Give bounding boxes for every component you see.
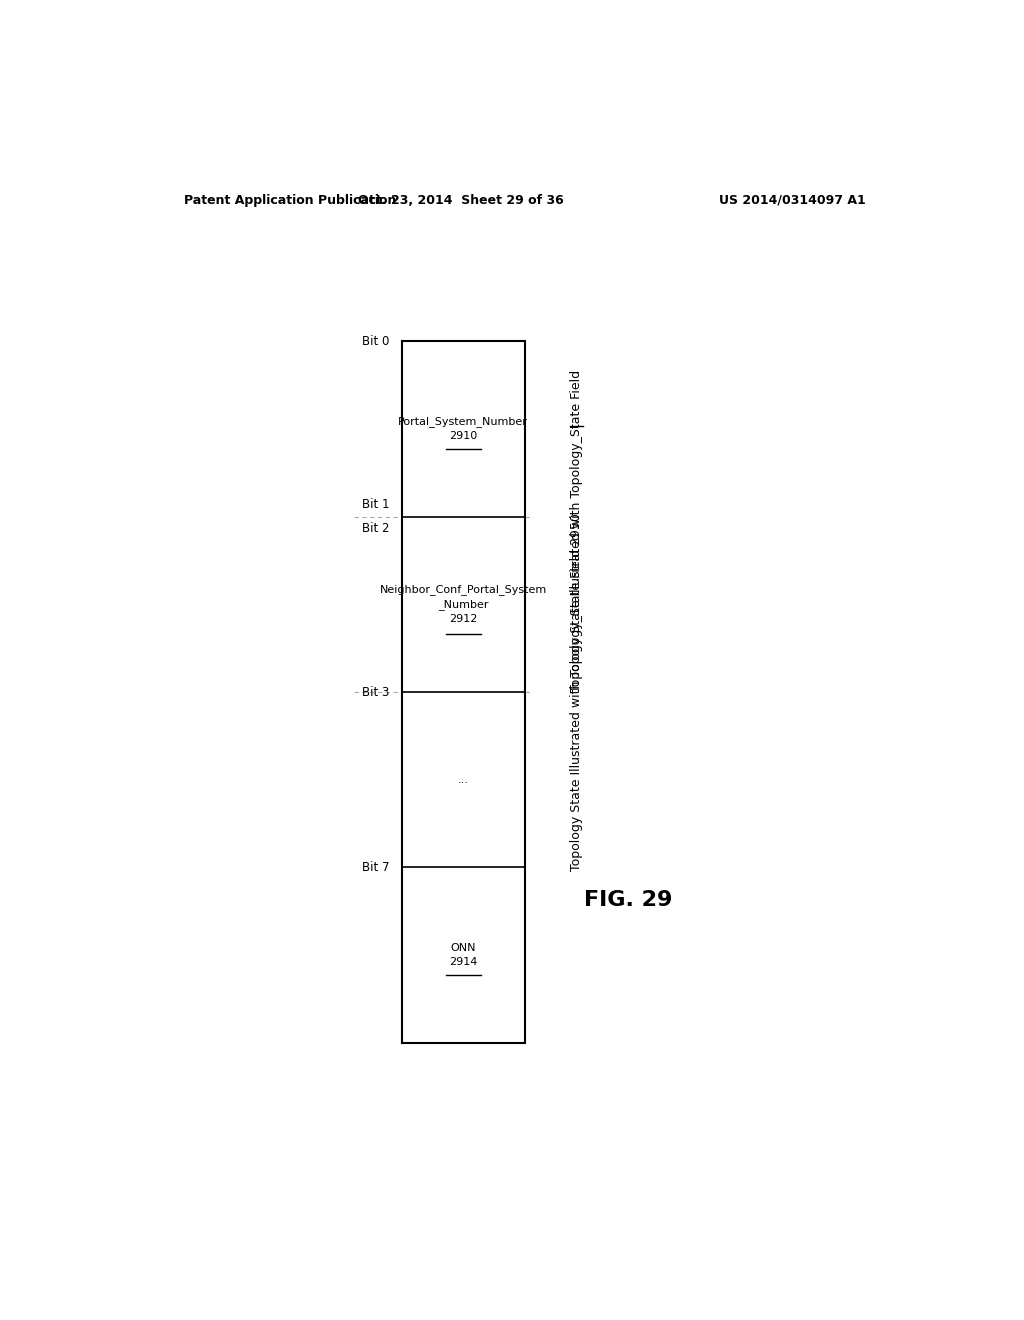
Text: Bit 3: Bit 3 xyxy=(362,685,389,698)
Text: Oct. 23, 2014  Sheet 29 of 36: Oct. 23, 2014 Sheet 29 of 36 xyxy=(358,194,564,207)
Text: Patent Application Publication: Patent Application Publication xyxy=(183,194,396,207)
Text: FIG. 29: FIG. 29 xyxy=(584,891,672,911)
Text: ONN
2914: ONN 2914 xyxy=(450,942,477,968)
Text: Bit 2: Bit 2 xyxy=(362,523,389,536)
Text: Bit 0: Bit 0 xyxy=(362,335,389,348)
Text: ...: ... xyxy=(458,775,469,784)
Text: Bit 7: Bit 7 xyxy=(362,861,389,874)
Text: US 2014/0314097 A1: US 2014/0314097 A1 xyxy=(719,194,866,207)
Text: Topology State Illustrated with Topology_State Field 2950: Topology State Illustrated with Topology… xyxy=(570,513,583,871)
Text: Bit 1: Bit 1 xyxy=(362,498,389,511)
Text: Neighbor_Conf_Portal_System
_Number
2912: Neighbor_Conf_Portal_System _Number 2912 xyxy=(380,585,547,624)
Bar xyxy=(401,342,524,1043)
Text: Portal_System_Number
2910: Portal_System_Number 2910 xyxy=(398,417,528,441)
Text: Topology State Illustrated with Topology_State Field: Topology State Illustrated with Topology… xyxy=(570,366,583,692)
